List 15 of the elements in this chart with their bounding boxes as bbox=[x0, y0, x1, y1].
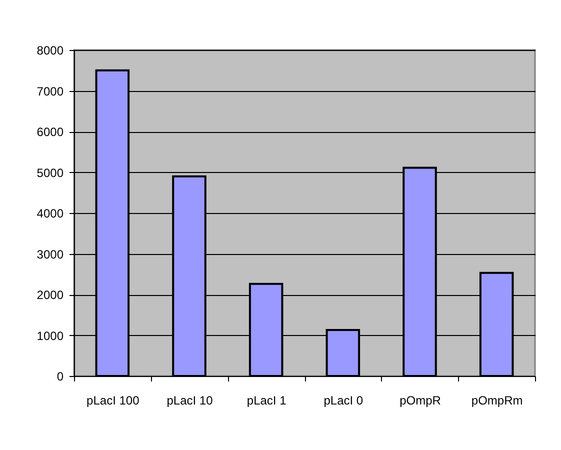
x-tick-label: pLacI 0 bbox=[324, 394, 364, 408]
y-tick-label: 5000 bbox=[36, 166, 64, 180]
x-tick-label: pLacI 100 bbox=[86, 394, 140, 408]
x-tick-label: pLacI 1 bbox=[246, 394, 287, 408]
x-tick-label: pOmpR bbox=[400, 394, 442, 408]
y-tick-label: 2000 bbox=[36, 288, 64, 302]
y-tick-label: 8000 bbox=[36, 44, 64, 58]
x-tick-label: pOmpRm bbox=[471, 394, 523, 408]
y-tick-label: 3000 bbox=[36, 247, 64, 262]
x-tick-label: pLacI 10 bbox=[166, 394, 214, 408]
y-tick-label: 7000 bbox=[36, 84, 64, 98]
y-tick-label: 6000 bbox=[36, 125, 64, 139]
y-tick-label: 0 bbox=[56, 370, 64, 384]
y-tick-label: 4000 bbox=[36, 206, 64, 220]
y-tick-label: 1000 bbox=[36, 328, 64, 343]
